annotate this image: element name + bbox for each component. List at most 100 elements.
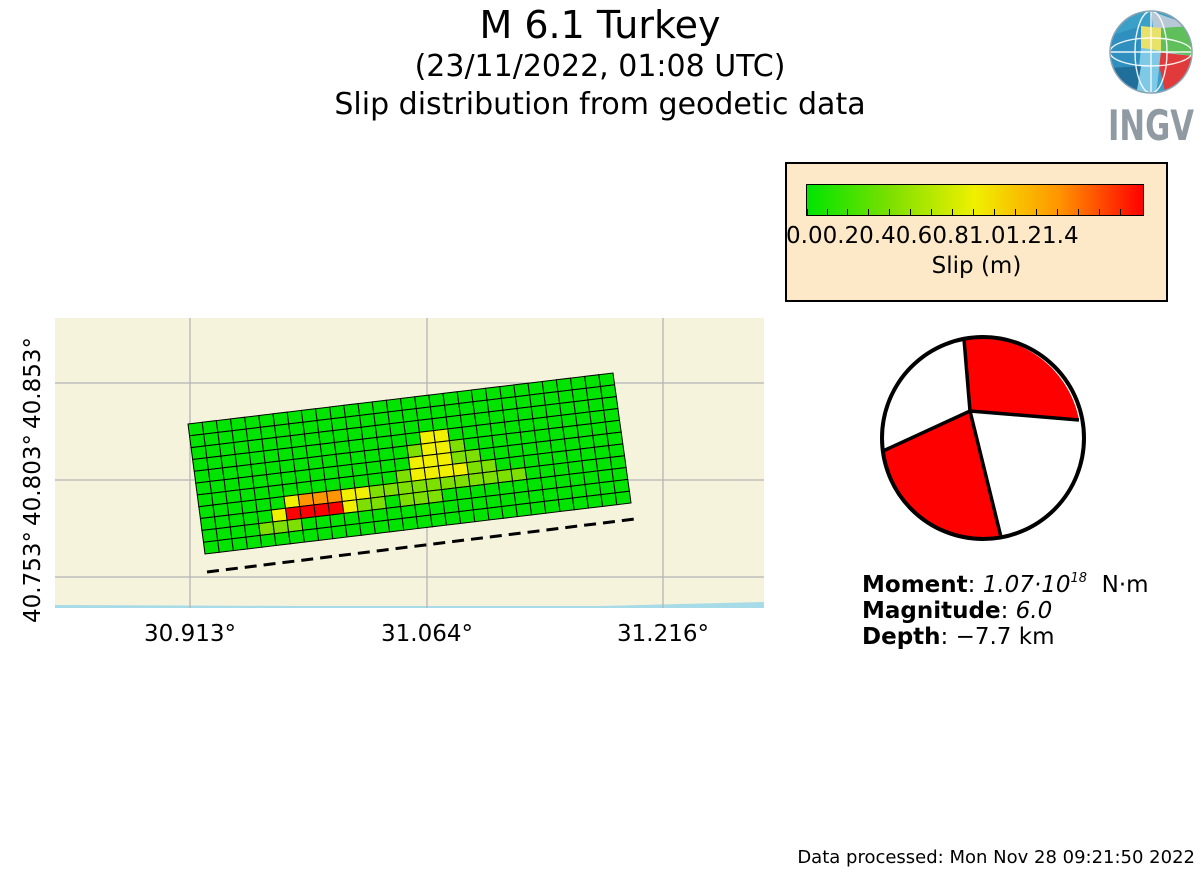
fault-patch	[584, 374, 602, 389]
fault-patch	[365, 460, 383, 476]
fault-patch	[569, 375, 587, 391]
fault-patch	[431, 416, 449, 432]
fault-patch	[239, 487, 257, 503]
fault-patch	[576, 423, 594, 438]
fault-patch	[207, 467, 225, 482]
fault-patch	[395, 468, 413, 484]
fault-patch	[371, 507, 389, 523]
map-sea	[55, 602, 764, 608]
fault-patch	[300, 408, 318, 423]
fault-patch	[496, 468, 514, 484]
fault-patch	[554, 473, 572, 489]
fault-patch	[373, 519, 391, 535]
fault-patch	[311, 490, 329, 506]
fault-patch	[409, 467, 427, 482]
fault-patch	[433, 428, 450, 443]
fault-patch	[188, 433, 206, 449]
fault-patch	[286, 409, 304, 425]
fault-patch	[401, 516, 419, 531]
fault-patch	[201, 420, 219, 435]
fault-patch	[486, 505, 504, 521]
fault-patch	[199, 516, 217, 531]
fault-patch	[436, 451, 454, 467]
fault-patch	[562, 424, 580, 440]
fault-patch	[220, 453, 238, 469]
x-axis-ticks: 30.913° 31.064° 31.216°	[144, 621, 709, 645]
fault-patch	[272, 519, 290, 535]
fault-patch	[272, 411, 290, 427]
fault-patch	[374, 423, 392, 438]
fault-patch	[288, 529, 305, 545]
fault-patch	[420, 441, 438, 457]
fault-patch	[344, 414, 362, 430]
fault-patch	[192, 457, 209, 472]
fault-patch	[335, 452, 353, 467]
fault-patch	[198, 504, 216, 520]
depth-value: −7.7	[955, 624, 1012, 650]
fault-patch	[231, 428, 249, 444]
fault-patch	[316, 526, 334, 541]
fault-patch	[546, 414, 564, 430]
fault-patch	[437, 463, 455, 479]
fault-patch	[501, 504, 518, 519]
fault-patch	[344, 522, 362, 538]
y-tick-label: 40.803°	[20, 434, 46, 526]
fault-patch	[212, 502, 230, 518]
compression-quadrant-upper	[964, 337, 1079, 420]
fault-patch	[522, 453, 540, 469]
fault-patch	[308, 467, 326, 482]
magnitude-value: 6.0	[1015, 598, 1053, 624]
fault-patch	[428, 392, 446, 408]
fault-patch	[428, 500, 446, 516]
fault-patch	[278, 458, 296, 474]
fault-patch	[415, 406, 433, 421]
fault-patch	[587, 397, 605, 413]
fault-patch	[447, 426, 465, 442]
fault-patch	[371, 399, 389, 415]
fault-patch	[297, 492, 315, 508]
fault-patch	[280, 470, 298, 486]
fault-patch	[302, 419, 320, 435]
map-subtitle: Slip distribution from geodetic data	[334, 87, 866, 122]
fault-patch	[611, 466, 629, 482]
fault-patch	[270, 507, 288, 523]
fault-patch	[259, 533, 277, 548]
fault-patch	[229, 416, 247, 432]
fault-patch	[450, 450, 468, 465]
fault-patch	[225, 489, 242, 504]
event-datetime: (23/11/2022, 01:08 UTC)	[414, 49, 786, 84]
fault-patch	[411, 478, 428, 494]
fault-patch	[492, 445, 510, 460]
fault-patch	[258, 521, 275, 536]
fault-patch	[551, 450, 569, 465]
fault-patch	[502, 407, 520, 423]
fault-patch	[579, 446, 597, 462]
fault-patch	[398, 492, 416, 508]
focal-mechanism-beachball	[880, 335, 1086, 541]
fault-patch	[439, 475, 457, 491]
fault-patch	[512, 478, 529, 494]
fault-patch	[532, 416, 550, 432]
fault-patch	[195, 480, 213, 496]
slip-colorbar	[806, 184, 1144, 216]
fault-patch	[463, 436, 480, 452]
fault-patch	[425, 477, 443, 492]
fault-patch	[318, 430, 335, 445]
fault-patch	[529, 500, 547, 516]
fault-patch	[264, 460, 282, 476]
fault-patch	[277, 447, 294, 462]
fault-patch	[582, 470, 600, 486]
fault-patch	[592, 433, 610, 448]
fault-patch	[359, 413, 376, 428]
colorbar-tick-labels: 0.00.20.40.60.81.01.21.4	[786, 222, 1166, 250]
fault-patch	[218, 441, 236, 457]
fault-patch	[485, 494, 503, 509]
fault-patch	[599, 384, 617, 399]
fault-patch	[302, 528, 320, 543]
fault-patch	[237, 475, 255, 491]
fault-patch	[541, 379, 559, 394]
fault-patch	[291, 445, 309, 460]
fault-patch	[349, 450, 367, 465]
fault-patch	[193, 469, 211, 484]
moment-unit: N·m	[1101, 572, 1149, 598]
